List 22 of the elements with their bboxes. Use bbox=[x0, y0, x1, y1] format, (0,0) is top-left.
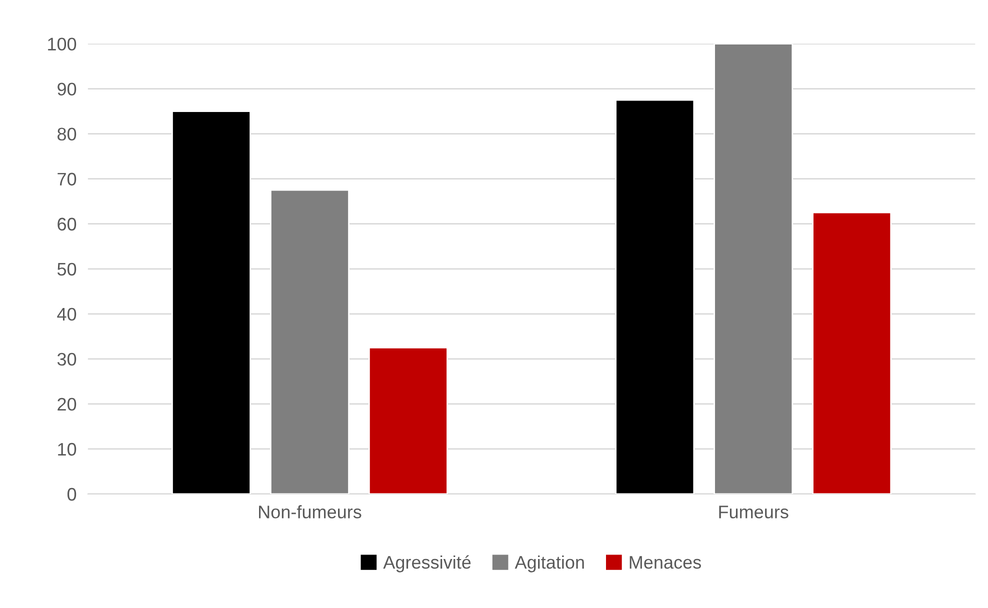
legend-label: Agitation bbox=[514, 555, 584, 572]
y-tick-label: 40 bbox=[57, 308, 76, 321]
y-tick-label: 60 bbox=[58, 218, 76, 231]
bar bbox=[615, 99, 695, 494]
y-tick-label: 70 bbox=[58, 172, 76, 186]
bar bbox=[270, 189, 350, 494]
legend-label: Agressivité bbox=[383, 555, 471, 572]
y-tick-label: 0 bbox=[67, 488, 76, 501]
y-tick-label: 10 bbox=[58, 442, 76, 456]
bar bbox=[812, 212, 892, 494]
bar bbox=[714, 44, 794, 494]
y-tick-label: 100 bbox=[48, 38, 76, 50]
bar bbox=[368, 346, 448, 494]
y-tick-label: 90 bbox=[58, 82, 76, 96]
y-tick-label: 30 bbox=[57, 352, 76, 366]
bar bbox=[172, 110, 251, 494]
y-tick-label: 20 bbox=[58, 398, 76, 411]
y-tick-label: 50 bbox=[57, 262, 76, 276]
legend-label: Menaces bbox=[630, 556, 701, 569]
x-tick-label: Fumeurs bbox=[719, 506, 788, 518]
y-tick-label: 80 bbox=[58, 128, 76, 141]
x-tick-label: Non-fumeurs bbox=[259, 505, 362, 518]
